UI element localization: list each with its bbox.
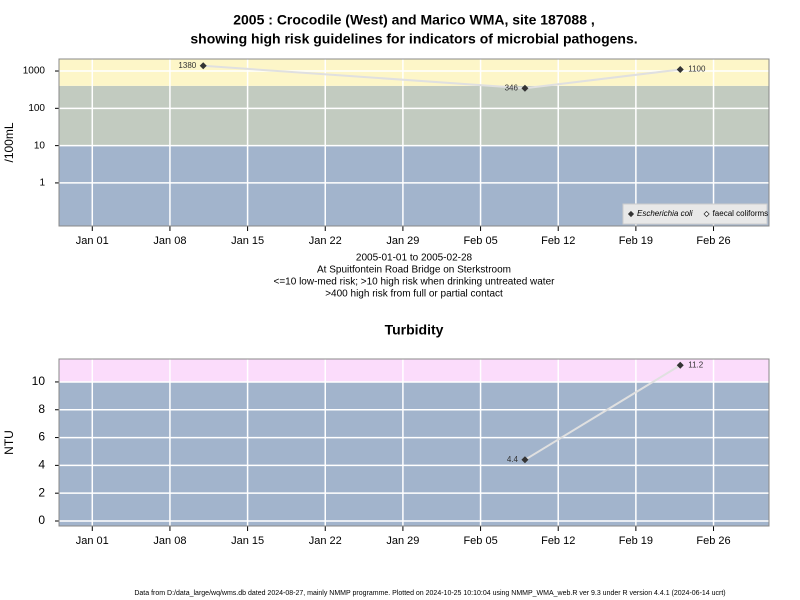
data-point bbox=[676, 361, 684, 369]
legend-marker bbox=[703, 210, 710, 218]
x-tick-label: Jan 08 bbox=[153, 235, 186, 247]
risk-band bbox=[59, 85, 769, 146]
x-tick-label: Jan 15 bbox=[231, 235, 264, 247]
risk-band bbox=[59, 381, 769, 526]
footer: Data from D:/data_large/wq/wms.db dated … bbox=[134, 590, 725, 597]
x-tick-label: Jan 01 bbox=[76, 235, 109, 247]
y-tick-label: 6 bbox=[38, 430, 45, 444]
y-tick-label: 8 bbox=[38, 402, 45, 416]
data-label: 1380 bbox=[178, 61, 196, 70]
x-tick-label: Feb 19 bbox=[619, 235, 653, 247]
data-label: 1100 bbox=[688, 65, 706, 74]
x-tick-label: Feb 12 bbox=[541, 235, 575, 247]
x-tick-label: Jan 29 bbox=[386, 235, 419, 247]
x-tick-label: Jan 22 bbox=[309, 535, 342, 547]
note: At Spuitfontein Road Bridge on Sterkstro… bbox=[317, 265, 511, 276]
note: 2005-01-01 to 2005-02-28 bbox=[356, 253, 473, 264]
y-tick-label: 10 bbox=[34, 140, 46, 151]
y-tick-label: 1000 bbox=[23, 66, 46, 77]
data-point bbox=[199, 62, 207, 70]
legend-box bbox=[622, 203, 768, 225]
x-tick-label: Feb 05 bbox=[463, 235, 497, 247]
series-line bbox=[524, 364, 681, 461]
data-point bbox=[521, 456, 529, 464]
x-tick-label: Jan 29 bbox=[386, 535, 419, 547]
x-tick-label: Feb 12 bbox=[541, 535, 575, 547]
data-point bbox=[676, 65, 684, 73]
legend-label: Escherichia coli bbox=[637, 209, 693, 218]
y-tick-label: 1 bbox=[39, 178, 45, 189]
data-label: 11.2 bbox=[688, 360, 704, 369]
data-point bbox=[521, 84, 529, 92]
y-axis-label: NTU bbox=[2, 430, 16, 455]
chart-title: showing high risk guidelines for indicat… bbox=[190, 31, 637, 47]
x-tick-label: Jan 15 bbox=[231, 535, 264, 547]
y-tick-label: 4 bbox=[38, 458, 45, 472]
x-tick-label: Jan 08 bbox=[153, 535, 186, 547]
note: <=10 low-med risk; >10 high risk when dr… bbox=[274, 277, 556, 288]
chart-title: 2005 : Crocodile (West) and Marico WMA, … bbox=[233, 12, 595, 28]
plot-frame bbox=[58, 58, 770, 227]
data-label: 4.4 bbox=[507, 455, 519, 464]
y-tick-label: 100 bbox=[28, 103, 45, 114]
risk-band bbox=[59, 359, 769, 382]
x-tick-label: Jan 22 bbox=[309, 235, 342, 247]
x-tick-label: Feb 26 bbox=[696, 535, 730, 547]
note: >400 high risk from full or partial cont… bbox=[325, 289, 503, 300]
x-tick-label: Jan 01 bbox=[76, 535, 109, 547]
y-axis-label: /100mL bbox=[2, 122, 16, 162]
plot-frame bbox=[58, 358, 770, 527]
y-tick-label: 10 bbox=[32, 374, 46, 388]
y-tick-label: 2 bbox=[38, 485, 45, 499]
legend-marker bbox=[627, 210, 635, 218]
x-tick-label: Feb 26 bbox=[696, 235, 730, 247]
panel-title: Turbidity bbox=[385, 322, 444, 338]
data-label: 346 bbox=[505, 83, 519, 92]
legend-label: faecal coliforms bbox=[713, 209, 769, 218]
x-tick-label: Feb 05 bbox=[463, 535, 497, 547]
x-tick-label: Feb 19 bbox=[619, 535, 653, 547]
y-tick-label: 0 bbox=[38, 513, 45, 527]
